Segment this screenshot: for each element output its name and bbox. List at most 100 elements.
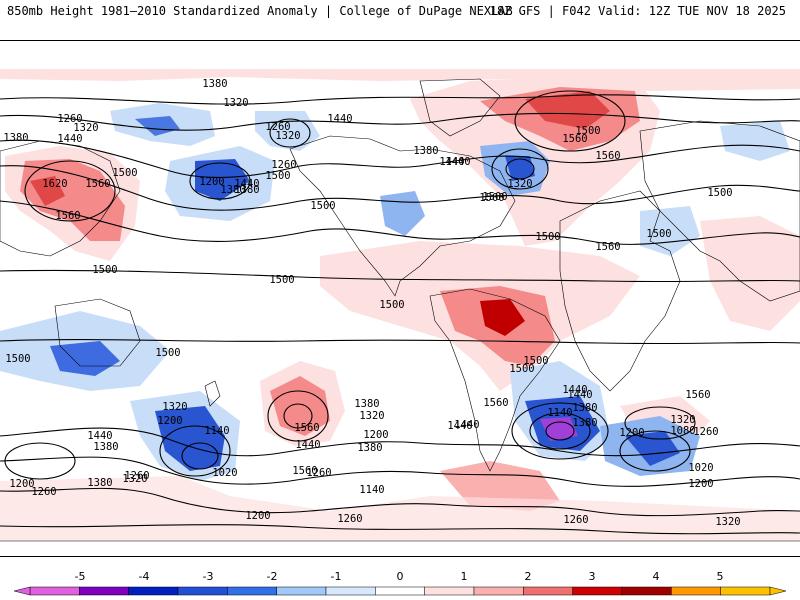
contour-label: 1440	[445, 156, 470, 168]
contour-label: 1500	[310, 200, 335, 212]
contour-low-alaska	[269, 118, 311, 148]
contour-label: 1080	[670, 425, 695, 437]
contour-label: 1620	[42, 178, 67, 190]
contour-label: 1500	[379, 299, 404, 311]
colorbar-tick-label: 3	[588, 570, 596, 583]
positive-anomaly-greenland-peak	[525, 91, 610, 129]
contour-label: 1440	[57, 133, 82, 145]
negative-anomaly-southwest-us	[380, 191, 425, 236]
colorbar-swatch	[572, 586, 623, 596]
contour-label: 1560	[294, 422, 319, 434]
contour-label: 1380	[357, 442, 382, 454]
colorbar-tick-label: 2	[524, 570, 532, 583]
height-contours	[0, 90, 800, 535]
contour-label: 1380	[220, 184, 245, 196]
contour-label: 1560	[595, 241, 620, 253]
contour-label: 1440	[295, 439, 320, 451]
colorbar-swatch	[227, 586, 277, 596]
contour-label: 1380	[413, 145, 438, 157]
colorbar-swatch	[375, 586, 425, 596]
colorbar-swatch	[128, 586, 179, 596]
contour-label: 1500	[646, 228, 671, 240]
negative-anomaly-south-atlantic-peak	[540, 417, 578, 441]
colorbar-swatch	[473, 586, 524, 596]
contour-label: 1200	[619, 427, 644, 439]
contour-label: 1500	[155, 347, 180, 359]
contour-label: 1320	[670, 414, 695, 426]
contour-high-east-asia	[24, 160, 116, 222]
colorbar-swatch	[79, 586, 129, 596]
contour-low-northeast-us	[491, 148, 549, 190]
contour-label: 1140	[204, 425, 229, 437]
contour-label: 1260	[563, 514, 588, 526]
contour-low-south-atlantic-inner	[545, 421, 575, 441]
negative-anomaly-tropical-pacific-core	[50, 341, 120, 376]
contour-label: 1500	[92, 264, 117, 276]
colorbar-swatch	[671, 586, 721, 596]
contour-low-south-atlantic-mid	[529, 412, 591, 450]
contour-label: 1320	[507, 178, 532, 190]
contour-label: 1260	[271, 159, 296, 171]
negative-anomaly-scandinavia	[720, 121, 790, 161]
negative-anomaly-northeast-us-core	[505, 156, 535, 181]
contour-label: 1260	[31, 486, 56, 498]
contour-label: 1260	[306, 467, 331, 479]
contour-low-southern-pacific-far-west	[4, 442, 76, 480]
greenland-outline	[419, 78, 501, 137]
contour-high-south-pacific	[267, 390, 329, 442]
contour-tropic-1	[0, 339, 800, 345]
colorbar-swatch	[177, 586, 228, 596]
contour-label: 1260	[57, 113, 82, 125]
positive-anomaly-southern-band	[0, 476, 800, 541]
contour-label: 1500	[265, 170, 290, 182]
contour-label: 1260	[124, 470, 149, 482]
contour-high-indian-ocean	[624, 406, 696, 440]
europe-africa-outline	[559, 190, 681, 392]
colorbar-tick-label: -2	[266, 570, 278, 583]
contour-low-bering	[189, 162, 251, 200]
contour-label: 1500	[482, 191, 507, 203]
colorbar-swatch	[720, 586, 771, 596]
contour-label: 1500	[5, 353, 30, 365]
contour-label: 1440	[234, 178, 259, 190]
contour-label: 1500	[509, 363, 534, 375]
contour-label: 1440	[447, 420, 472, 432]
map-title: 850mb Height 1981–2010 Standardized Anom…	[7, 4, 513, 18]
contour-label: 1320	[162, 401, 187, 413]
contour-label: 1500	[575, 125, 600, 137]
contour-low-southern-indian	[619, 430, 691, 472]
colorbar-tick-label: 1	[460, 570, 468, 583]
colorbar-swatch	[29, 586, 80, 596]
contour-pacific-1	[0, 139, 800, 178]
contour-label: 1440	[87, 430, 112, 442]
contour-label: 1320	[715, 516, 740, 528]
contour-pacific-2	[0, 165, 800, 211]
colorbar-swatch	[276, 586, 327, 596]
contour-label: 1020	[212, 467, 237, 479]
contour-midlat-1	[0, 200, 800, 245]
positive-anomaly-band-arctic	[0, 69, 800, 91]
colorbar-max-arrow	[769, 586, 787, 596]
contour-label: 1380	[87, 477, 112, 489]
north-america-outline	[289, 135, 516, 297]
contour-label: 1200	[245, 510, 270, 522]
contour-label: 1260	[337, 513, 362, 525]
contour-label: 1500	[707, 187, 732, 199]
contour-label: 1500	[523, 355, 548, 367]
colorbar-tick-label: -5	[74, 570, 86, 583]
contour-label: 1140	[547, 407, 572, 419]
contour-label: 1200	[9, 478, 34, 490]
colorbar-tick-label: 0	[396, 570, 404, 583]
contour-label: 1200	[199, 176, 224, 188]
contour-label: 1560	[595, 150, 620, 162]
colorbar-swatch	[523, 586, 573, 596]
contour-label: 1320	[122, 473, 147, 485]
contour-low-northeast-us-inner	[505, 158, 535, 180]
contour-label: 1560	[562, 133, 587, 145]
colorbar-swatches	[13, 586, 787, 596]
colorbar-min-arrow	[13, 586, 31, 596]
contour-label: 1440	[567, 389, 592, 401]
contour-label: 1200	[688, 478, 713, 490]
